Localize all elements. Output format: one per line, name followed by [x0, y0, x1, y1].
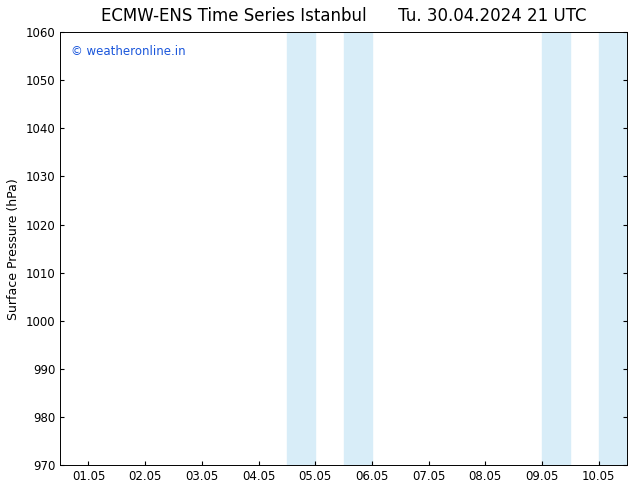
Bar	[287, 32, 315, 465]
Bar	[598, 32, 627, 465]
Bar	[344, 32, 372, 465]
Text: © weatheronline.in: © weatheronline.in	[72, 45, 186, 58]
Bar	[542, 32, 571, 465]
Title: ECMW-ENS Time Series Istanbul      Tu. 30.04.2024 21 UTC: ECMW-ENS Time Series Istanbul Tu. 30.04.…	[101, 7, 586, 25]
Y-axis label: Surface Pressure (hPa): Surface Pressure (hPa)	[7, 178, 20, 319]
